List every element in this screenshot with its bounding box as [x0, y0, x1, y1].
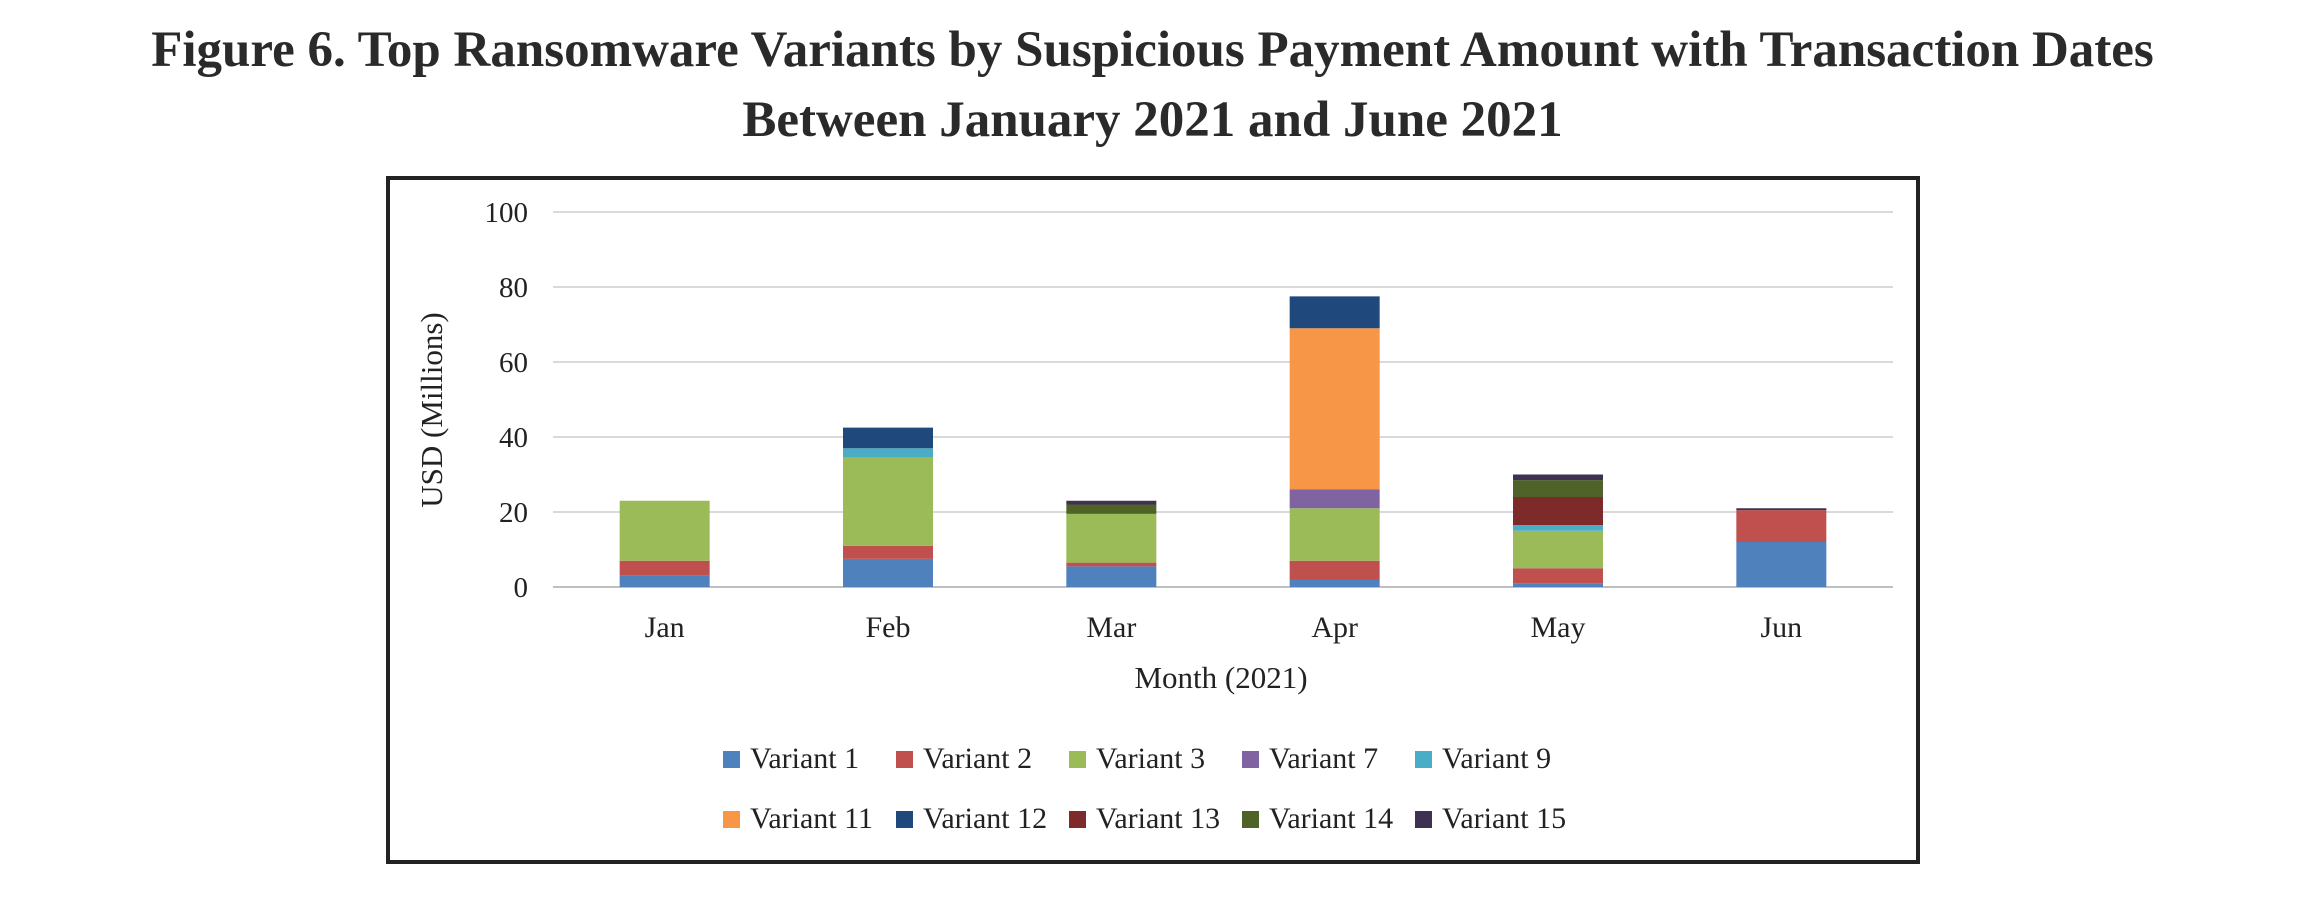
bar-segment	[1289, 489, 1380, 509]
bar-segment	[843, 457, 933, 546]
bar-segment	[1066, 566, 1157, 587]
bar-segment	[1066, 562, 1157, 567]
y-tick-label: 60	[499, 347, 528, 379]
bar-segment	[1513, 497, 1603, 526]
figure-title-line-2: Between January 2021 and June 2021	[742, 92, 1563, 148]
legend-swatch	[1242, 751, 1259, 768]
bar-segment	[1513, 568, 1603, 584]
bar-segment	[843, 427, 933, 449]
bar-segment	[843, 558, 933, 587]
y-axis-label: USD (Millions)	[414, 312, 449, 508]
legend-swatch	[1415, 811, 1432, 828]
bar-segment	[1736, 510, 1827, 542]
x-tick-label: Jun	[1760, 611, 1802, 644]
x-tick-label: Apr	[1311, 611, 1358, 644]
y-tick-label: 20	[499, 497, 528, 529]
legend-entry: Variant 3	[1096, 742, 1205, 775]
legend-entry: Variant 11	[750, 802, 873, 835]
legend-entry: Variant 2	[923, 742, 1032, 775]
x-axis-ticks: Jan Feb Mar Apr May Jun	[645, 611, 1803, 644]
legend-swatch	[896, 811, 913, 828]
y-axis-ticks: 0 20 40 60 80 100	[485, 197, 529, 604]
legend-swatch	[896, 751, 913, 768]
bar-segment	[1289, 508, 1380, 561]
bar-segment	[1289, 296, 1380, 329]
bar-segment	[1513, 474, 1603, 481]
legend-swatch	[723, 751, 740, 768]
bar-segment	[1289, 579, 1380, 587]
stacked-bar-chart: 0 20 40 60 80 100 Jan Feb Mar Apr May Jun USD (Mil…	[414, 197, 1893, 835]
x-axis-label: Month (2021)	[1134, 660, 1307, 695]
bar-segment	[619, 500, 710, 561]
y-tick-label: 0	[514, 572, 529, 604]
legend-entry: Variant 12	[923, 802, 1047, 835]
bar-segment	[1513, 480, 1603, 497]
x-tick-label: Feb	[866, 611, 911, 644]
bar-segment	[619, 575, 710, 587]
bar-segment	[1513, 525, 1603, 531]
legend-entry: Variant 13	[1096, 802, 1220, 835]
bar-segment	[1289, 560, 1380, 580]
x-tick-label: Mar	[1086, 611, 1136, 644]
gridlines	[553, 211, 1893, 588]
bars	[619, 296, 1827, 587]
legend-swatch	[1069, 811, 1086, 828]
bar-segment	[1736, 508, 1827, 511]
y-tick-label: 40	[499, 422, 528, 454]
figure-title-line-1: Figure 6. Top Ransomware Variants by Sus…	[151, 22, 2154, 78]
legend: Variant 1 Variant 2 Variant 3 Variant 7 Vari…	[723, 742, 1566, 835]
legend-entry: Variant 14	[1269, 802, 1393, 835]
bar-segment	[1513, 583, 1603, 587]
bar-segment	[1066, 504, 1157, 514]
legend-entry: Variant 9	[1442, 742, 1551, 775]
x-tick-label: May	[1531, 611, 1586, 644]
legend-entry: Variant 7	[1269, 742, 1378, 775]
bar-segment	[1736, 542, 1827, 587]
legend-swatch	[723, 811, 740, 828]
bar-segment	[1513, 530, 1603, 569]
x-tick-label: Jan	[645, 611, 685, 644]
legend-swatch	[1069, 751, 1086, 768]
y-tick-label: 100	[485, 197, 529, 229]
bar-segment	[1066, 513, 1157, 563]
legend-entry: Variant 1	[750, 742, 859, 775]
bar-segment	[1289, 328, 1380, 490]
bar-segment	[619, 560, 710, 576]
bar-segment	[843, 545, 933, 559]
bar-segment	[843, 448, 933, 458]
legend-swatch	[1415, 751, 1432, 768]
legend-swatch	[1242, 811, 1259, 828]
y-tick-label: 80	[499, 272, 528, 304]
legend-entry: Variant 15	[1442, 802, 1566, 835]
bar-segment	[1066, 500, 1157, 505]
